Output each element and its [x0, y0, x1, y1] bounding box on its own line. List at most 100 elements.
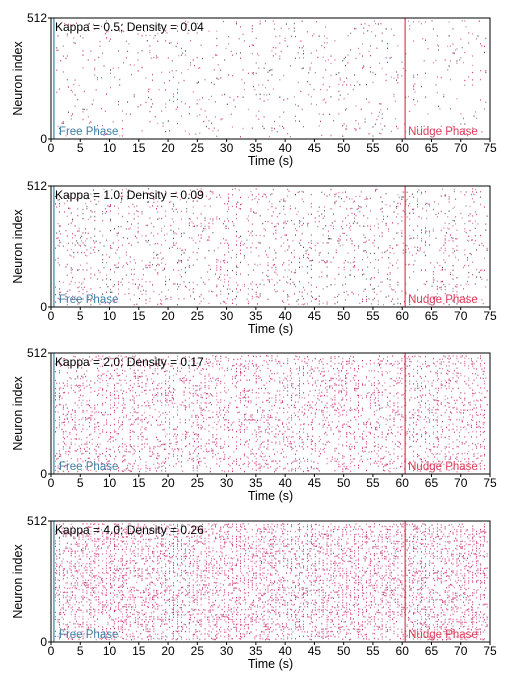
- spike-mark: [110, 448, 112, 451]
- spike-mark: [333, 213, 335, 215]
- spike-mark: [350, 426, 352, 428]
- spike-mark: [216, 258, 218, 261]
- spike-mark: [158, 455, 160, 457]
- spike-mark: [271, 426, 273, 428]
- spike-mark: [175, 428, 177, 431]
- spike-mark: [425, 39, 426, 41]
- spike-mark: [326, 286, 328, 288]
- spike-mark: [208, 236, 210, 239]
- spike-mark: [157, 56, 159, 58]
- spike-mark: [149, 367, 151, 369]
- spike-mark: [428, 203, 430, 205]
- spike-mark: [279, 443, 281, 445]
- spike-mark: [149, 217, 151, 219]
- spike-mark: [198, 416, 199, 418]
- spike-mark: [161, 262, 163, 264]
- spike-mark: [368, 50, 370, 53]
- spike-mark: [199, 295, 201, 298]
- spike-mark: [180, 461, 182, 463]
- spike-mark: [302, 470, 304, 473]
- spike-mark: [368, 239, 370, 241]
- spike-mark: [339, 404, 341, 406]
- spike-mark: [177, 283, 178, 285]
- spike-mark: [301, 295, 303, 297]
- spike-mark: [188, 256, 190, 259]
- spike-mark: [250, 251, 252, 253]
- spike-mark: [141, 285, 143, 287]
- spike-mark: [352, 88, 354, 91]
- spike-mark: [334, 373, 336, 375]
- spike-mark: [318, 370, 320, 372]
- spike-mark: [186, 431, 188, 434]
- spike-mark: [81, 443, 83, 446]
- spike-mark: [485, 101, 487, 103]
- spike-mark: [346, 369, 348, 372]
- spike-mark: [373, 462, 375, 464]
- spike-mark: [81, 235, 83, 237]
- spike-mark: [257, 201, 258, 203]
- spike-mark: [55, 379, 56, 382]
- spike-mark: [373, 445, 375, 448]
- spike-mark: [157, 253, 159, 256]
- spike-mark: [386, 419, 388, 422]
- spike-mark: [131, 73, 132, 76]
- spike-mark: [258, 392, 260, 394]
- spike-mark: [321, 275, 323, 278]
- spike-mark: [379, 424, 380, 426]
- spike-mark: [270, 416, 272, 419]
- spike-mark: [278, 419, 279, 421]
- spike-mark: [212, 232, 214, 234]
- spike-mark: [114, 423, 115, 426]
- spike-mark: [203, 417, 205, 419]
- spike-mark: [376, 293, 378, 296]
- spike-mark: [371, 427, 373, 429]
- spike-mark: [358, 394, 359, 397]
- spike-mark: [381, 67, 383, 70]
- spike-mark: [170, 442, 172, 445]
- spike-mark: [316, 20, 318, 23]
- spike-mark: [237, 406, 239, 409]
- spike-mark: [474, 283, 476, 285]
- spike-mark: [306, 467, 308, 469]
- spike-mark: [367, 392, 369, 395]
- spike-mark: [183, 380, 185, 382]
- spike-mark: [413, 76, 415, 78]
- spike-mark: [417, 191, 419, 193]
- spike-mark: [347, 468, 349, 470]
- spike-mark: [299, 389, 300, 392]
- spike-mark: [306, 266, 308, 268]
- spike-mark: [421, 126, 422, 128]
- spike-mark: [123, 455, 125, 457]
- spike-mark: [389, 273, 391, 276]
- spike-mark: [289, 375, 291, 377]
- spike-mark: [180, 260, 182, 262]
- spike-mark: [359, 195, 361, 198]
- spike-mark: [251, 417, 253, 419]
- spike-mark: [255, 195, 257, 198]
- spike-mark: [267, 391, 269, 394]
- spike-mark: [145, 358, 147, 360]
- spike-mark: [200, 234, 202, 236]
- spike-mark: [106, 397, 108, 399]
- spike-mark: [173, 450, 174, 452]
- spike-mark: [287, 445, 289, 447]
- spike-mark: [456, 277, 458, 279]
- spike-mark: [184, 271, 186, 274]
- spike-mark: [314, 412, 316, 414]
- spike-mark: [310, 412, 312, 414]
- spike-mark: [149, 300, 151, 303]
- spike-mark: [207, 239, 209, 241]
- spike-mark: [94, 382, 96, 384]
- spike-mark: [379, 62, 380, 64]
- spike-mark: [330, 356, 332, 358]
- spike-mark: [259, 465, 261, 468]
- spike-mark: [132, 430, 134, 433]
- spike-mark: [268, 281, 270, 283]
- spike-mark: [407, 264, 409, 266]
- spike-mark: [452, 225, 454, 227]
- spike-mark: [55, 195, 56, 198]
- spike-mark: [98, 429, 100, 431]
- spike-mark: [338, 463, 340, 466]
- spike-mark: [163, 225, 165, 227]
- spike-mark: [381, 431, 383, 433]
